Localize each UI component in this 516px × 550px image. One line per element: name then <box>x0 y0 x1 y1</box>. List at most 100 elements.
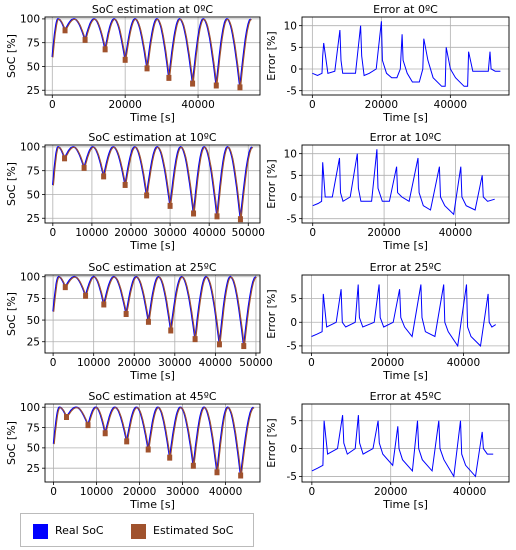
chart-panel-1: 0 20000 40000 -5 0 5 10 Error at 0ºC Time [s] Err… <box>265 3 510 124</box>
legend-entry-real: Real SoC <box>33 522 104 540</box>
estimated-marker <box>190 462 196 469</box>
chart-panel-6: 0 10000 20000 30000 40000 25 50 75 100 SoC estima… <box>5 390 261 511</box>
y-tick-label: 5 <box>290 170 297 182</box>
y-tick-label: 25 <box>27 337 40 349</box>
series-estimated-soc <box>53 276 257 347</box>
y-axis-label: SoC [%] <box>5 421 18 465</box>
series-estimated-soc <box>52 146 254 220</box>
estimated-marker <box>214 469 220 476</box>
estimated-marker <box>83 292 89 299</box>
y-tick-label: 5 <box>290 416 297 428</box>
y-tick-label: -5 <box>287 341 297 353</box>
axes-frame <box>301 144 510 224</box>
estimated-marker <box>145 446 151 453</box>
estimated-marker <box>62 27 68 34</box>
axes-frame <box>301 403 510 483</box>
x-tick-label: 40000 <box>199 357 232 369</box>
plot-area <box>52 406 255 479</box>
y-tick-label: 5 <box>290 293 297 305</box>
y-axis-label: Error [%] <box>265 418 278 467</box>
estimated-marker <box>216 341 222 348</box>
series-error <box>311 284 496 348</box>
chart-title: SoC estimation at 45ºC <box>88 390 217 403</box>
y-tick-label: 100 <box>20 272 40 284</box>
axes-frame <box>44 144 261 224</box>
chart-title: SoC estimation at 0ºC <box>92 3 214 16</box>
estimated-marker <box>124 438 130 445</box>
y-tick-label: 100 <box>20 14 40 26</box>
estimated-marker <box>102 430 108 437</box>
x-tick-label: 20000 <box>123 486 156 498</box>
legend-label-estimated: Estimated SoC <box>153 524 234 537</box>
plot-area <box>52 275 257 350</box>
estimated-marker <box>213 82 219 89</box>
series-error <box>312 149 495 216</box>
x-axis-label: Time [s] <box>129 369 175 382</box>
y-tick-label: 100 <box>20 402 40 414</box>
y-tick-label: 100 <box>20 142 40 154</box>
plot-area <box>312 149 495 216</box>
series-estimated-soc <box>52 18 252 88</box>
y-tick-label: 0 <box>290 64 297 76</box>
x-tick-label: 40000 <box>439 227 472 239</box>
estimated-marker <box>190 80 196 87</box>
x-tick-label: 0 <box>49 227 56 239</box>
x-tick-label: 30000 <box>153 227 186 239</box>
estimated-marker <box>123 311 129 317</box>
x-axis-label: Time [s] <box>382 498 428 511</box>
legend-label-real: Real SoC <box>55 524 104 537</box>
axes-frame <box>301 16 510 96</box>
chart-panel-5: 0 20000 40000 -5 0 5 Error at 25ºC Time [s] Erro… <box>265 261 510 382</box>
estimated-marker <box>167 454 173 461</box>
x-tick-label: 10000 <box>80 486 113 498</box>
series-error <box>311 415 494 478</box>
y-tick-label: 25 <box>27 85 40 97</box>
x-tick-label: 40000 <box>209 486 242 498</box>
estimated-marker <box>62 155 68 162</box>
legend-entry-estimated: Estimated SoC <box>131 522 233 540</box>
estimated-marker <box>241 343 247 350</box>
estimated-marker <box>101 301 107 308</box>
y-tick-label: 50 <box>27 443 40 455</box>
y-axis-label: Error [%] <box>265 31 278 80</box>
estimated-marker <box>64 414 69 420</box>
y-axis-label: SoC [%] <box>5 34 18 78</box>
x-tick-label: 20000 <box>114 227 147 239</box>
y-tick-label: -5 <box>287 85 297 97</box>
chart-title: Error at 45ºC <box>370 390 442 403</box>
chart-title: Error at 0ºC <box>373 3 438 16</box>
estimated-marker <box>237 84 243 91</box>
x-axis-label: Time [s] <box>382 111 428 124</box>
estimated-marker <box>102 46 108 53</box>
x-tick-label: 30000 <box>166 486 199 498</box>
axes-frame <box>301 274 510 354</box>
x-tick-label: 40000 <box>192 227 225 239</box>
y-tick-label: 50 <box>27 189 40 201</box>
y-tick-label: 75 <box>27 293 40 305</box>
x-axis-label: Time [s] <box>382 239 428 252</box>
estimated-marker <box>167 202 173 209</box>
series-real-soc <box>52 406 255 476</box>
y-tick-label: -5 <box>287 213 297 225</box>
x-tick-label: 50000 <box>232 227 265 239</box>
plot-area <box>51 18 252 91</box>
x-tick-label: 20000 <box>365 99 398 111</box>
estimated-marker <box>237 216 243 223</box>
estimated-marker <box>166 74 172 81</box>
x-tick-label: 10000 <box>75 227 108 239</box>
plot-area <box>312 21 501 87</box>
y-tick-label: 50 <box>27 61 40 73</box>
x-tick-label: 20000 <box>118 357 151 369</box>
y-axis-label: Error [%] <box>265 159 278 208</box>
x-tick-label: 40000 <box>447 357 480 369</box>
x-tick-label: 0 <box>50 486 57 498</box>
series-error <box>312 21 501 87</box>
x-axis-label: Time [s] <box>129 498 175 511</box>
y-tick-label: 25 <box>27 463 40 475</box>
x-tick-label: 10000 <box>77 357 110 369</box>
x-tick-label: 0 <box>309 99 316 111</box>
y-tick-label: 0 <box>290 443 297 455</box>
estimated-marker <box>62 284 68 291</box>
axes-frame <box>44 16 261 96</box>
